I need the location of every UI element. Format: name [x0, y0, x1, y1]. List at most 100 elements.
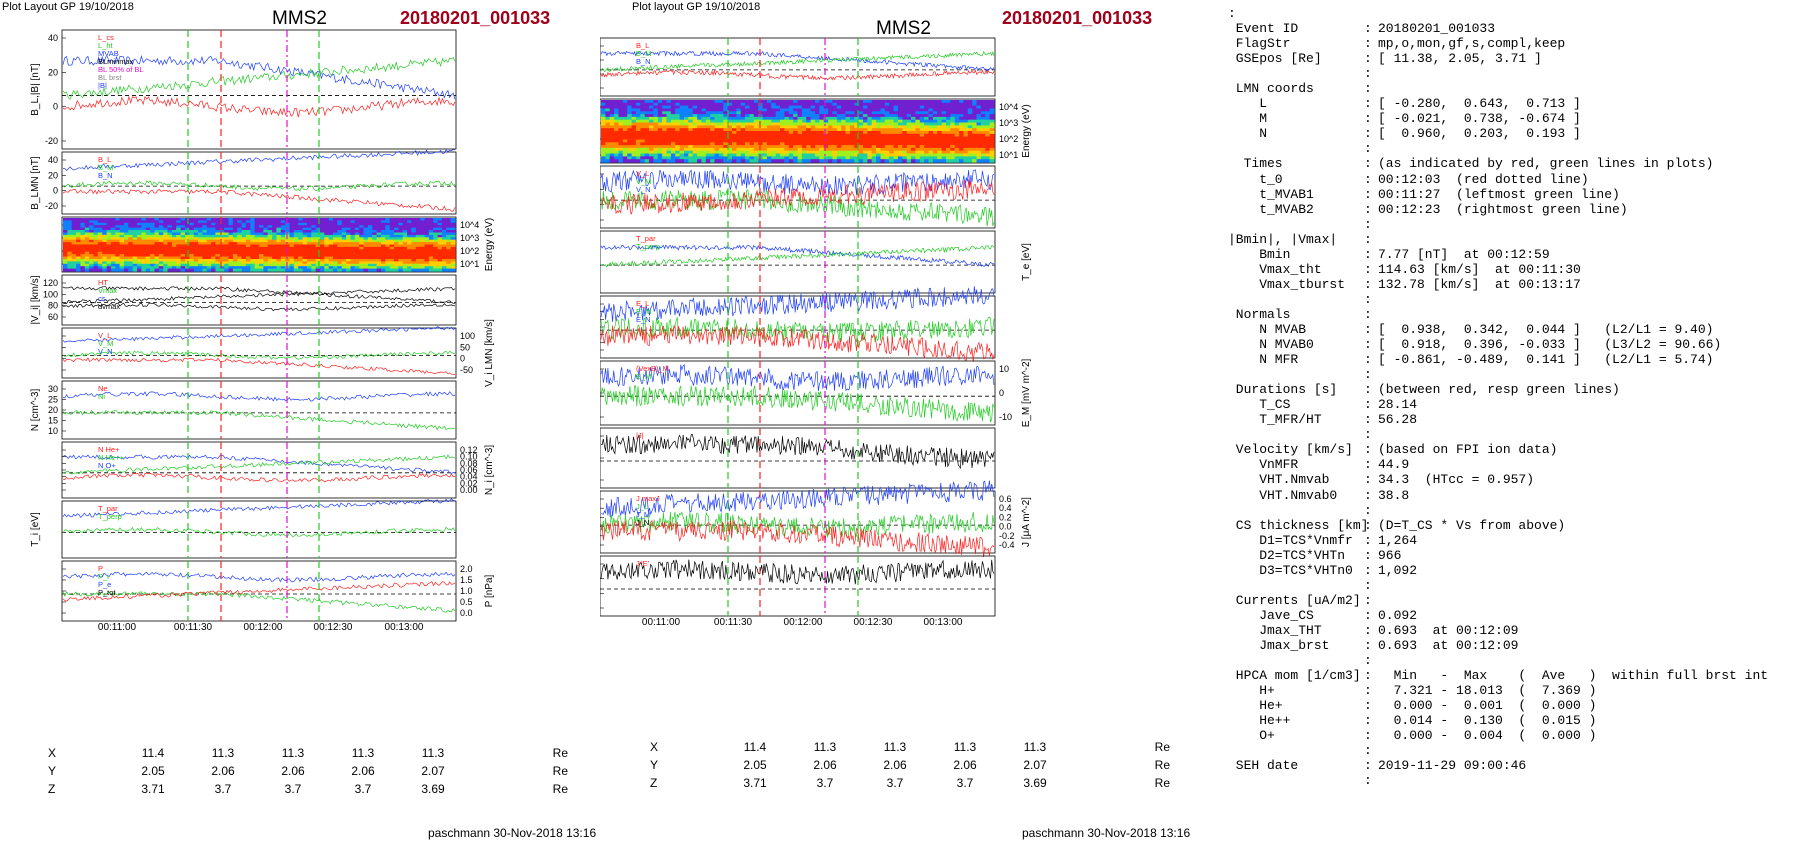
spectrogram-cell — [298, 263, 304, 267]
spectrogram-cell — [863, 159, 868, 163]
spectrogram-cell — [941, 105, 947, 109]
ephemeris-label: Z — [48, 782, 56, 796]
spectrogram-cell — [609, 136, 615, 140]
spectrogram-cell — [367, 234, 373, 238]
spectrogram-cell — [372, 249, 378, 253]
spectrogram-cell — [341, 268, 347, 272]
spectrogram-cell — [254, 242, 260, 246]
spectrogram-cell — [211, 239, 217, 243]
spectrogram-cell — [653, 108, 659, 112]
spectrogram-cell — [657, 114, 663, 118]
spectrogram-cell — [158, 227, 164, 231]
spectrogram-cell — [893, 147, 899, 152]
spectrogram-cell — [797, 102, 803, 107]
spectrogram-cell — [154, 220, 160, 224]
spectrogram-cell — [723, 122, 729, 126]
spectrogram-cell — [293, 249, 299, 253]
spectrogram-cell — [788, 145, 794, 149]
spectrogram-cell — [206, 261, 212, 265]
spectrogram-cell — [102, 268, 108, 272]
spectrogram-cell — [71, 234, 77, 238]
spectrogram-cell — [928, 153, 934, 157]
spectrogram-cell — [346, 261, 352, 265]
spectrogram-cell — [315, 246, 321, 250]
spectrogram-cell — [684, 102, 689, 107]
spectrogram-cell — [84, 234, 90, 238]
spectrogram-cell — [276, 237, 282, 241]
ephemeris-unit: Re — [552, 746, 568, 760]
spectrogram-cell — [710, 105, 716, 109]
spectrogram-cell — [976, 147, 982, 152]
spectrogram-cell — [797, 119, 803, 124]
spectrogram-cell — [337, 251, 343, 255]
spectrogram-cell — [363, 268, 369, 272]
spectrogram-cell — [889, 114, 895, 118]
spectrogram-cell — [749, 150, 755, 155]
info-separator: : — [1364, 156, 1372, 172]
spectrogram-cell — [819, 133, 825, 138]
spectrogram-cell — [871, 131, 877, 135]
spectrogram-cell — [324, 218, 330, 221]
spectrogram-cell — [84, 246, 90, 250]
spectrogram-cell — [141, 244, 147, 248]
spectrogram-cell — [932, 108, 938, 112]
spectrogram-cell — [893, 105, 899, 109]
spectrogram-cell — [180, 251, 186, 255]
spectrogram-cell — [394, 256, 399, 260]
spectrogram-cell — [67, 254, 73, 258]
spectrogram-cell — [350, 244, 356, 248]
spectrogram-cell — [398, 242, 404, 246]
spectrogram-cell — [963, 102, 969, 107]
spectrogram-cell — [402, 261, 408, 265]
spectrogram-cell — [976, 156, 982, 160]
series-line — [600, 559, 995, 585]
spectrogram-cell — [132, 246, 138, 250]
info-separator: : — [1364, 517, 1372, 533]
spectrogram-cell — [932, 153, 938, 157]
spectrogram-cell — [771, 100, 777, 104]
spectrogram-cell — [854, 156, 860, 160]
spectrogram-cell — [180, 256, 186, 260]
spectrogram-cell — [797, 136, 803, 140]
spectrogram-cell — [924, 153, 930, 157]
spectrogram-cell — [906, 131, 912, 135]
spectrogram-cell — [389, 268, 395, 272]
ephemeris-value: 2.06 — [211, 764, 235, 778]
spectrogram-cell — [337, 232, 343, 236]
spectrogram-cell — [618, 159, 624, 163]
spectrogram-cell — [267, 251, 273, 255]
spectrogram-cell — [407, 225, 413, 229]
spectrogram-cell — [402, 222, 408, 226]
ephemeris-value: 11.3 — [883, 740, 907, 754]
spectrogram-cell — [84, 256, 90, 260]
spectrogram-cell — [158, 237, 164, 241]
spectrogram-cell — [124, 242, 129, 246]
spectrogram-cell — [937, 116, 943, 121]
spectrogram-cell — [928, 125, 934, 129]
spectrogram-cell — [163, 246, 169, 250]
spectrogram-cell — [89, 232, 95, 236]
spectrogram-cell — [775, 128, 781, 132]
spectrogram-cell — [810, 108, 816, 112]
spectrogram-cell — [446, 263, 452, 267]
spectrogram-cell — [727, 159, 733, 163]
info-separator: : — [1364, 81, 1372, 97]
spectrogram-cell — [285, 259, 291, 262]
spectrogram-cell — [110, 225, 116, 229]
spectrogram-cell — [771, 139, 777, 143]
spectrogram-cell — [354, 234, 360, 238]
spectrogram-cell — [376, 266, 382, 270]
spectrogram-cell — [298, 244, 304, 248]
spectrogram-cell — [801, 142, 807, 146]
spectrogram-cell — [219, 218, 225, 221]
spectrogram-cell — [780, 114, 785, 118]
spectrogram-cell — [946, 119, 951, 124]
spectrogram-cell — [932, 159, 938, 163]
info-value: [ 11.38, 2.05, 3.71 ] — [1378, 51, 1542, 67]
spectrogram-cell — [876, 131, 882, 135]
spectrogram-cell — [941, 116, 947, 121]
info-label: He++ — [1228, 713, 1291, 729]
spectrogram-cell — [727, 108, 733, 112]
spectrogram-cell — [232, 268, 238, 272]
spectrogram-cell — [684, 153, 689, 157]
